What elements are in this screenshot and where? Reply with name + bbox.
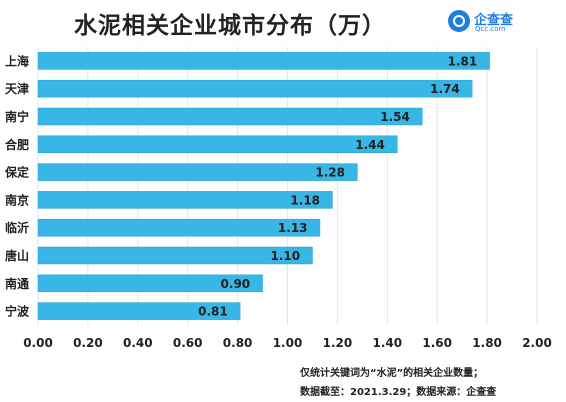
bar (37, 274, 263, 293)
x-tick-label: 1.20 (323, 336, 353, 350)
x-tick-label: 0.60 (173, 336, 203, 350)
bar (37, 163, 358, 181)
data-label: 1.28 (315, 166, 345, 180)
bar (37, 135, 398, 154)
magnifier-icon (448, 10, 470, 32)
x-tick-label: 2.00 (522, 336, 552, 350)
bar (37, 191, 333, 209)
x-tick-label: 1.00 (273, 336, 303, 350)
footnote-source: 数据截至：2021.3.29；数据来源：企查查 (300, 387, 497, 398)
footnote-scope: 仅统计关键词为“水泥”的相关企业数量； (300, 368, 484, 379)
x-tick-label: 0.20 (73, 336, 103, 350)
category-label: 保定 (4, 165, 29, 180)
data-label: 1.18 (290, 193, 320, 207)
category-label: 临沂 (5, 220, 29, 235)
x-tick-label: 0.80 (223, 336, 253, 350)
category-label: 南京 (5, 192, 29, 207)
data-label: 1.10 (270, 249, 300, 263)
bar (37, 52, 490, 70)
category-label: 合肥 (5, 137, 29, 152)
data-label: 1.13 (278, 221, 308, 235)
logo-name: 企查查 (474, 13, 514, 28)
data-label: 1.74 (430, 82, 460, 96)
x-tick-label: 0.00 (23, 336, 53, 350)
category-label: 唐山 (5, 248, 29, 263)
chart-title: 水泥相关企业城市分布（万） (74, 13, 386, 39)
data-label: 0.90 (221, 277, 251, 291)
category-label: 南通 (5, 276, 29, 291)
data-label: 0.81 (198, 305, 228, 319)
bar (37, 218, 321, 237)
category-label: 宁波 (5, 304, 30, 319)
x-tick-label: 1.40 (372, 336, 402, 350)
data-label: 1.44 (355, 138, 385, 152)
data-label: 1.81 (448, 54, 478, 68)
bar (37, 246, 313, 265)
qichacha-logo: 企查查 Qcc.com (448, 8, 558, 38)
category-label: 上海 (5, 53, 29, 68)
category-label: 南宁 (5, 109, 29, 124)
x-tick-label: 1.80 (472, 336, 502, 350)
category-label: 天津 (5, 81, 29, 96)
logo-subtext: Qcc.com (475, 25, 506, 33)
x-tick-label: 1.60 (422, 336, 452, 350)
bar (37, 107, 423, 126)
data-label: 1.54 (380, 110, 410, 124)
bar (37, 302, 241, 320)
bar (37, 79, 473, 98)
x-tick-label: 0.40 (123, 336, 153, 350)
